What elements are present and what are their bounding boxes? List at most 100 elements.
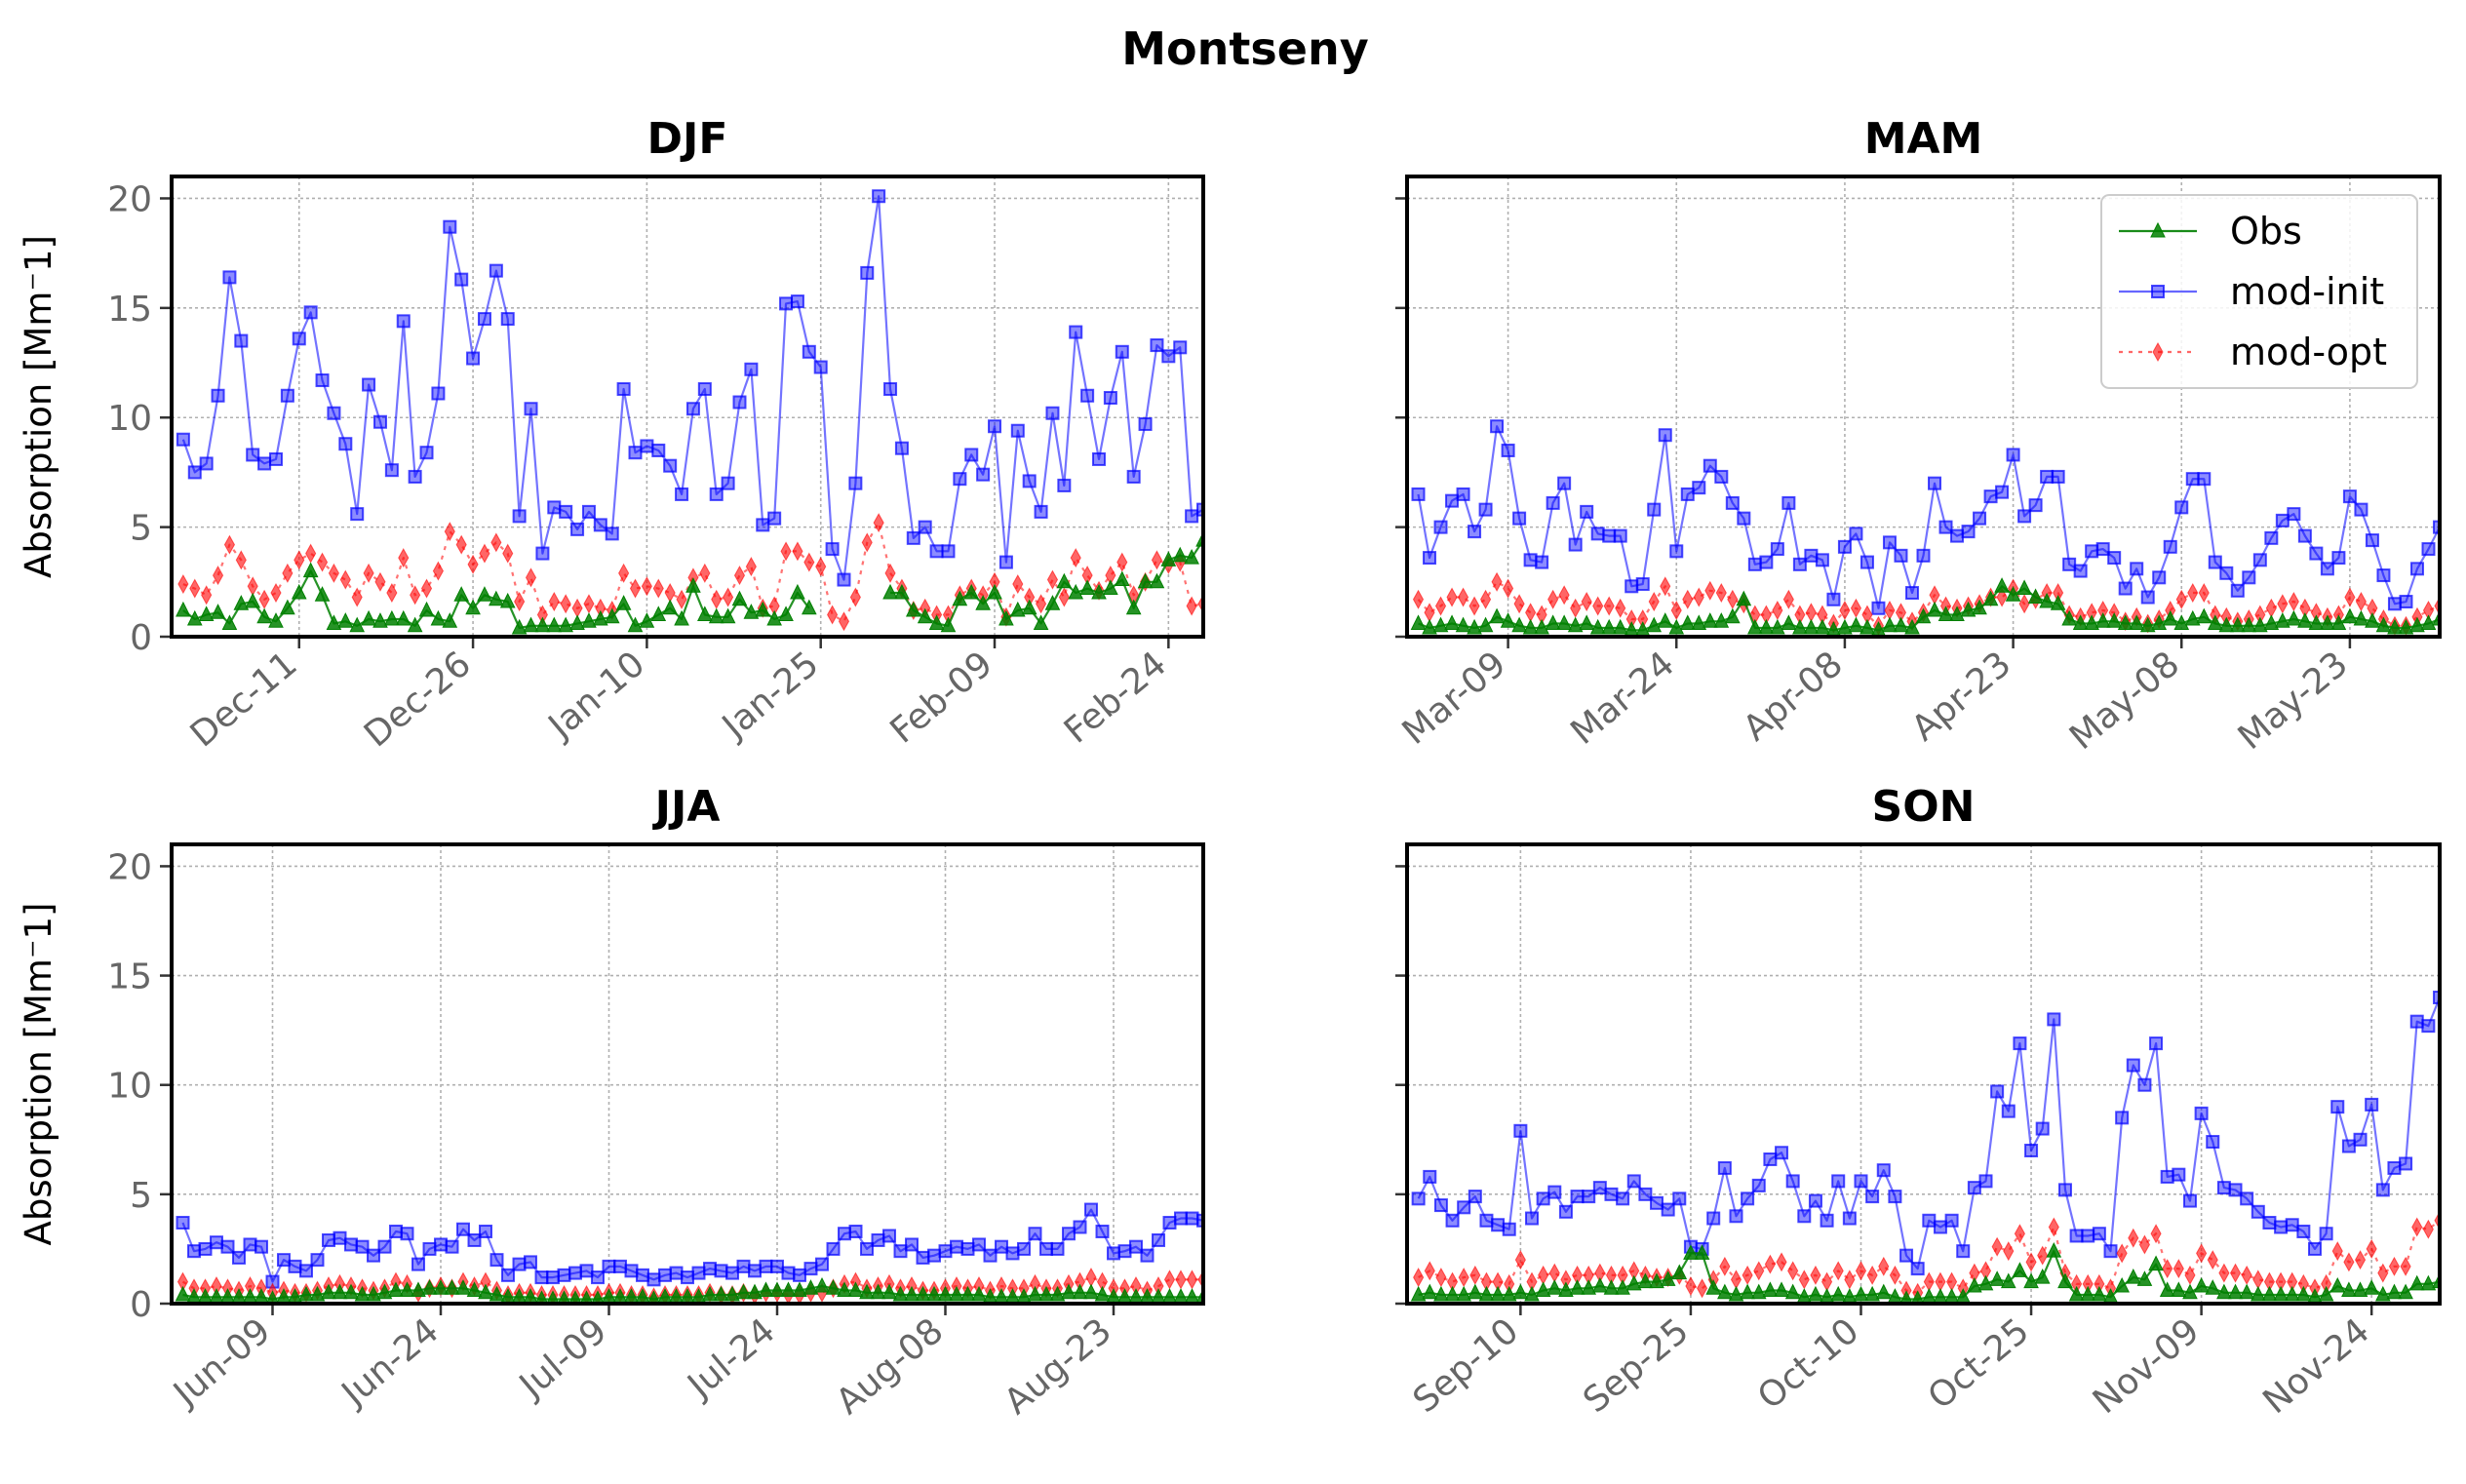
point-mod-init — [640, 439, 654, 453]
point-mod-init — [1602, 528, 1617, 543]
point-obs — [1774, 1281, 1789, 1298]
y-tick-label: 5 — [130, 1176, 152, 1216]
point-mod-opt — [1832, 1261, 1844, 1281]
point-mod-init — [396, 314, 411, 329]
point-mod-init — [234, 333, 249, 348]
point-mod-init — [246, 448, 260, 462]
point-mod-opt — [282, 563, 294, 583]
point-obs — [1410, 614, 1427, 631]
point-obs — [1977, 1274, 1994, 1291]
point-obs — [256, 607, 272, 624]
point-obs — [1208, 599, 1222, 612]
point-mod-init — [2353, 1132, 2368, 1147]
point-mod-init — [825, 542, 840, 557]
point-obs — [2250, 1285, 2266, 1302]
point-obs — [2034, 1268, 2051, 1284]
point-mod-opt — [1538, 1265, 1549, 1285]
point-obs — [2229, 616, 2246, 633]
point-obs — [2039, 592, 2055, 608]
point-mod-init — [1928, 476, 1942, 490]
point-mod-opt — [2288, 592, 2299, 612]
point-mod-opt — [1592, 596, 1604, 616]
point-mod-init — [176, 432, 190, 447]
point-obs — [604, 607, 620, 624]
point-obs — [780, 1281, 797, 1298]
point-mod-init — [2194, 1106, 2209, 1120]
point-obs — [233, 595, 250, 610]
point-obs — [2182, 1283, 2198, 1300]
point-mod-opt — [2037, 1245, 2049, 1266]
point-mod-opt — [2366, 1238, 2377, 1259]
point-mod-init — [384, 463, 399, 478]
point-mod-opt — [316, 552, 329, 572]
point-mod-opt — [1660, 576, 1671, 597]
x-tick-label: Apr-23 — [1904, 644, 2018, 749]
point-obs — [265, 1290, 280, 1304]
point-obs — [1512, 1283, 1529, 1300]
point-obs — [952, 590, 968, 606]
point-obs — [1033, 614, 1049, 631]
point-obs — [1079, 579, 1095, 596]
point-mod-opt — [1548, 1263, 1560, 1283]
point-mod-init — [1433, 520, 1448, 534]
point-obs — [963, 583, 980, 600]
legend-marker-obs — [2150, 221, 2166, 238]
x-tick-label: Mar-24 — [1563, 644, 1682, 752]
point-mod-init — [1804, 548, 1819, 563]
point-obs — [1750, 1283, 1767, 1300]
point-obs — [2342, 607, 2358, 624]
point-obs — [2050, 595, 2066, 610]
point-mod-init — [732, 395, 747, 410]
point-obs — [1137, 572, 1154, 589]
point-mod-opt — [2198, 583, 2210, 604]
legend-box — [2100, 194, 2418, 389]
point-mod-init — [826, 1241, 841, 1256]
point-obs — [870, 1283, 886, 1300]
point-mod-opt — [1696, 1278, 1708, 1299]
point-mod-init — [479, 1224, 492, 1238]
point-mod-opt — [2343, 1252, 2355, 1272]
point-obs — [1021, 599, 1037, 615]
point-mod-init — [1080, 388, 1095, 403]
point-mod-init — [1140, 1248, 1155, 1263]
legend-label-obs: Obs — [2230, 210, 2302, 253]
point-mod-init — [2081, 1229, 2095, 1243]
point-mod-init — [1129, 1239, 1143, 1254]
point-mod-opt — [2277, 594, 2289, 614]
point-obs — [1728, 1285, 1744, 1302]
legend-marker-mod-init — [2151, 285, 2165, 298]
point-obs — [747, 1283, 763, 1300]
point-obs — [2136, 1270, 2153, 1286]
point-mod-init — [1491, 1218, 1506, 1232]
point-mod-init — [535, 546, 550, 561]
point-mod-init — [2219, 566, 2234, 580]
point-mod-init — [770, 1259, 784, 1273]
y-tick-label: 10 — [107, 1067, 152, 1107]
point-mod-opt — [1036, 594, 1047, 614]
point-mod-init — [2137, 1077, 2152, 1092]
point-mod-init — [1899, 1248, 1914, 1263]
point-mod-opt — [618, 563, 630, 583]
point-mod-opt — [1186, 596, 1197, 616]
point-mod-opt — [1116, 552, 1128, 572]
point-obs — [1433, 1285, 1449, 1302]
point-mod-init — [767, 511, 782, 526]
point-obs — [1989, 1270, 2005, 1286]
point-mod-init — [198, 1241, 213, 1256]
point-mod-init — [1781, 495, 1796, 510]
point-mod-init — [1747, 557, 1762, 571]
point-mod-init — [714, 1264, 728, 1278]
point-mod-init — [1092, 451, 1107, 466]
point-mod-init — [2330, 1100, 2345, 1114]
point-obs — [395, 609, 411, 626]
point-obs — [1725, 607, 1741, 624]
legend-label-mod-opt: mod-opt — [2230, 331, 2387, 373]
point-obs — [778, 605, 794, 622]
point-obs — [769, 1281, 785, 1298]
point-mod-init — [310, 1253, 325, 1268]
point-mod-opt — [467, 554, 479, 574]
point-mod-init — [2118, 581, 2133, 596]
point-obs — [1535, 1281, 1551, 1298]
point-mod-opt — [1839, 600, 1851, 621]
